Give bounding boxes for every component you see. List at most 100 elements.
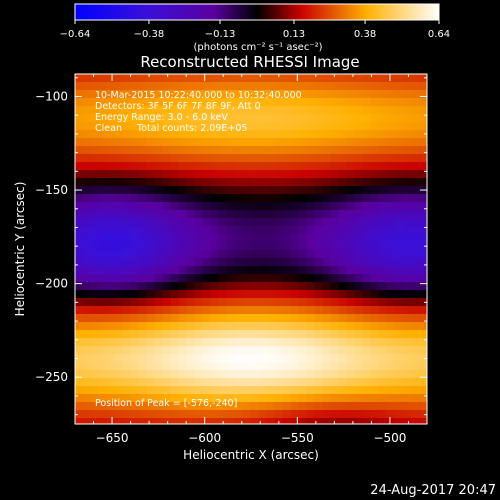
heatmap-cell [163,234,172,243]
heatmap-cell [371,90,380,99]
heatmap-cell [91,378,100,387]
heatmap-cell [83,194,92,203]
heatmap-cell [147,226,156,235]
heatmap-cell [99,314,108,323]
heatmap-cell [187,210,196,219]
heatmap-cell [203,418,212,424]
heatmap-cell [227,394,236,403]
heatmap-cell [83,378,92,387]
heatmap-cell [211,178,220,187]
heatmap-cell [227,402,236,411]
heatmap-cell [171,202,180,211]
heatmap-cell [163,242,172,251]
heatmap-cell [211,370,220,379]
heatmap-cell [291,418,300,424]
heatmap-cell [91,146,100,155]
heatmap-cell [123,282,132,291]
heatmap-cell [403,74,412,83]
heatmap-cell [315,282,324,291]
heatmap-cell [139,282,148,291]
heatmap-cell [387,322,396,331]
heatmap-cell [75,282,84,291]
heatmap-cell [267,106,276,115]
heatmap-cell [163,186,172,195]
heatmap-cell [403,386,412,395]
y-tick-label: −250 [35,370,68,384]
heatmap-cell [371,418,380,424]
heatmap-cell [123,290,132,299]
heatmap-cell [379,186,388,195]
heatmap-cell [107,338,116,347]
heatmap-cell [291,314,300,323]
heatmap-cell [395,106,404,115]
heatmap-cell [331,202,340,211]
heatmap-cell [91,162,100,171]
heatmap-cell [275,162,284,171]
heatmap-cell [235,274,244,283]
heatmap-cell [403,194,412,203]
heatmap-cell [99,242,108,251]
heatmap-cell [83,98,92,107]
heatmap-cell [91,194,100,203]
heatmap-cell [179,410,188,419]
heatmap-cell [307,74,316,83]
heatmap-cell [283,106,292,115]
heatmap-cell [315,90,324,99]
heatmap-cell [163,154,172,163]
heatmap-cell [75,130,84,139]
heatmap-cell [419,362,427,371]
heatmap-cell [91,122,100,131]
heatmap-cell [371,74,380,83]
heatmap-cell [75,410,84,419]
heatmap-cell [147,202,156,211]
heatmap-cell [243,202,252,211]
heatmap-cell [99,98,108,107]
heatmap-cell [251,122,260,131]
heatmap-cell [299,346,308,355]
heatmap-cell [163,146,172,155]
heatmap-cell [115,170,124,179]
heatmap-cell [187,242,196,251]
heatmap-cell [155,298,164,307]
heatmap-cell [315,130,324,139]
heatmap-cell [347,138,356,147]
heatmap-cell [171,194,180,203]
heatmap-cell [187,386,196,395]
heatmap-cell [147,114,156,123]
heatmap-cell [419,234,427,243]
heatmap-cell [171,314,180,323]
heatmap-cell [267,410,276,419]
heatmap-cell [315,354,324,363]
heatmap-cell [99,170,108,179]
heatmap-cell [147,282,156,291]
heatmap-cell [371,82,380,91]
heatmap-cell [195,362,204,371]
heatmap-cell [147,242,156,251]
heatmap-cell [91,242,100,251]
heatmap-cell [371,170,380,179]
heatmap-cell [115,242,124,251]
heatmap-cell [211,122,220,131]
heatmap-cell [419,314,427,323]
heatmap-cell [379,338,388,347]
heatmap-cell [99,186,108,195]
heatmap-cell [307,162,316,171]
heatmap-cell [379,138,388,147]
heatmap-cell [275,314,284,323]
heatmap-cell [195,346,204,355]
heatmap-cell [251,242,260,251]
heatmap-cell [115,338,124,347]
heatmap-cell [347,226,356,235]
heatmap-cell [283,218,292,227]
heatmap-cell [107,346,116,355]
heatmap-cell [347,186,356,195]
heatmap-cell [347,274,356,283]
heatmap-cell [371,258,380,267]
heatmap-cell [243,170,252,179]
heatmap-cell [211,130,220,139]
heatmap-cell [195,274,204,283]
heatmap-cell [99,338,108,347]
heatmap-cell [155,122,164,131]
heatmap-cell [107,378,116,387]
heatmap-cell [75,234,84,243]
